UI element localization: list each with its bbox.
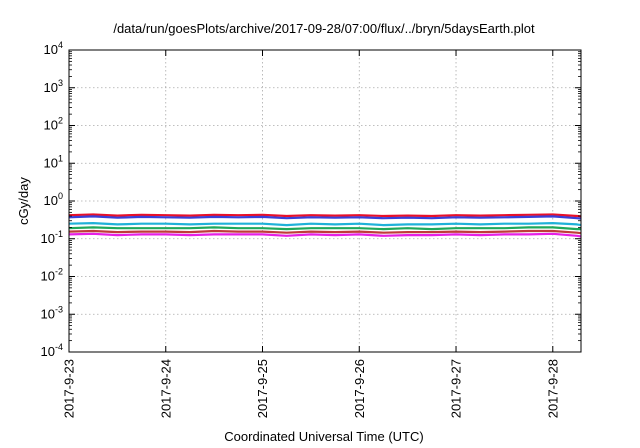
series-line-4 bbox=[68, 226, 581, 231]
x-axis-label: Coordinated Universal Time (UTC) bbox=[224, 429, 423, 444]
grid bbox=[69, 50, 581, 352]
x-tick-label: 2017-9-26 bbox=[352, 359, 367, 418]
series-group bbox=[68, 213, 582, 238]
y-tick-label: 10-3 bbox=[41, 304, 63, 321]
series-line-3 bbox=[68, 222, 582, 227]
x-tick-label: 2017-9-23 bbox=[62, 359, 77, 418]
y-tick-label: 103 bbox=[44, 78, 63, 95]
series-line-6 bbox=[68, 232, 582, 238]
x-tick-label: 2017-9-25 bbox=[255, 359, 270, 418]
y-tick-labels: 10-4 10-3 10-2 10-1 100 101 102 103 104 bbox=[41, 40, 63, 359]
y-tick-label: 100 bbox=[44, 191, 63, 208]
axis-ticks bbox=[68, 49, 581, 353]
series-line-5 bbox=[68, 229, 582, 235]
series-line-1 bbox=[68, 213, 582, 218]
x-tick-labels: 2017-9-23 2017-9-24 2017-9-25 2017-9-26 2017… bbox=[62, 359, 561, 418]
y-tick-label: 104 bbox=[44, 40, 63, 57]
y-tick-label: 101 bbox=[44, 153, 63, 170]
x-tick-label: 2017-9-28 bbox=[545, 359, 560, 418]
series-line-2 bbox=[68, 215, 582, 220]
y-tick-label: 10-2 bbox=[41, 267, 63, 284]
y-tick-label: 102 bbox=[44, 116, 63, 133]
x-tick-label: 2017-9-27 bbox=[449, 359, 464, 418]
y-axis-label: cGy/day bbox=[16, 177, 31, 225]
chart-title: /data/run/goesPlots/archive/2017-09-28/0… bbox=[113, 21, 535, 36]
y-tick-label: 10-4 bbox=[41, 342, 63, 359]
x-tick-label: 2017-9-24 bbox=[158, 359, 173, 418]
y-tick-label: 10-1 bbox=[41, 229, 63, 246]
